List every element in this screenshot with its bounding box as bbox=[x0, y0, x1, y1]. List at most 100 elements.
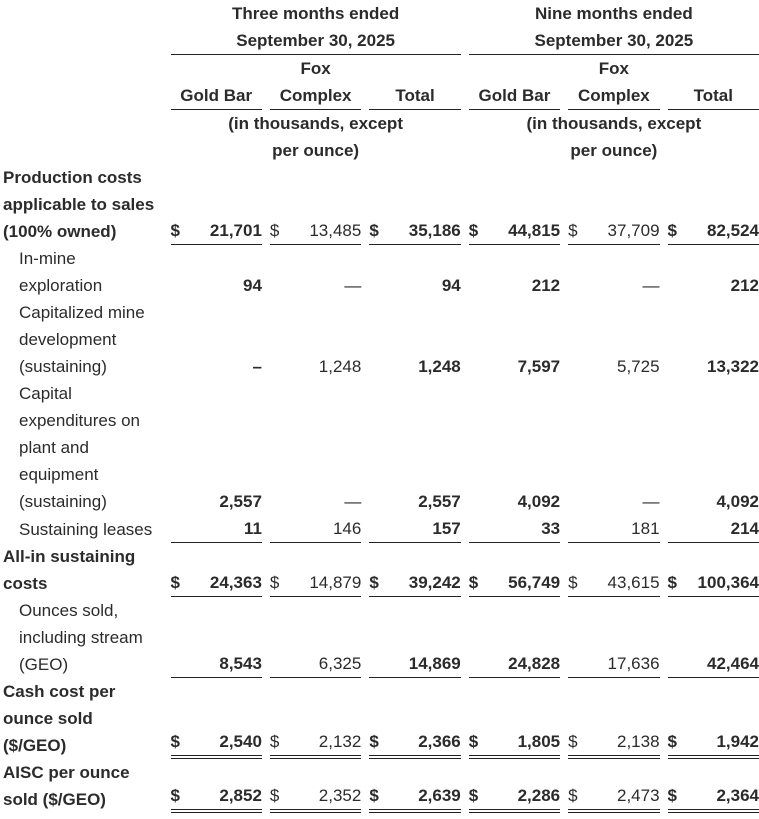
value-cell: $2,352 bbox=[269, 759, 362, 813]
value: 4,092 bbox=[716, 492, 759, 511]
currency-symbol: $ bbox=[667, 786, 678, 805]
value-wrap: 13,322 bbox=[668, 353, 759, 380]
currency-symbol: $ bbox=[170, 221, 180, 240]
value-wrap: $2,473 bbox=[568, 782, 659, 809]
currency-symbol: $ bbox=[170, 573, 180, 592]
value-cell: 8,543 bbox=[170, 597, 262, 678]
row-label-line: Ounces sold, bbox=[19, 601, 119, 620]
value: 1,248 bbox=[318, 357, 362, 376]
value-cell: $37,709 bbox=[568, 164, 660, 245]
value: 1,942 bbox=[716, 732, 759, 751]
currency-symbol: $ bbox=[667, 573, 678, 592]
value-wrap: $44,815 bbox=[469, 217, 560, 244]
row-label-line: In-mine bbox=[19, 249, 76, 268]
value-cell: $2,286 bbox=[468, 759, 561, 813]
value-wrap: $24,363 bbox=[171, 569, 262, 596]
value: 2,540 bbox=[219, 732, 262, 751]
value: 14,879 bbox=[309, 573, 362, 592]
value-cell: $2,473 bbox=[568, 759, 660, 813]
row-label-line: development bbox=[19, 330, 117, 349]
value: 2,138 bbox=[617, 732, 660, 751]
value-wrap: $2,639 bbox=[369, 782, 460, 809]
value: 82,524 bbox=[707, 221, 759, 240]
period-header: Three months ended September 30, 2025 bbox=[170, 0, 461, 55]
value-cell: 214 bbox=[667, 515, 759, 543]
column-header-line1: Fox bbox=[300, 59, 331, 78]
value-cell: — bbox=[270, 245, 361, 299]
value: 2,286 bbox=[517, 786, 561, 805]
row-label-line: expenditures on bbox=[19, 411, 140, 430]
period-title: Nine months ended bbox=[535, 4, 693, 23]
value-wrap: $2,352 bbox=[270, 782, 361, 809]
value-cell: $24,363 bbox=[170, 543, 262, 597]
value: 2,366 bbox=[418, 732, 461, 751]
row-label-line: AISC per ounce bbox=[3, 763, 130, 782]
value-cell: $2,639 bbox=[369, 759, 461, 813]
row-label: In-mine exploration bbox=[0, 245, 163, 299]
row-label-line: (GEO) bbox=[19, 655, 69, 674]
value-wrap: 94 bbox=[369, 272, 461, 299]
row-label-line: All-in sustaining bbox=[3, 547, 136, 566]
value-wrap: 4,092 bbox=[469, 488, 561, 515]
currency-symbol: $ bbox=[468, 732, 479, 751]
value: 43,615 bbox=[607, 573, 660, 592]
row-label-line: Production costs bbox=[3, 168, 142, 187]
row-label: Capital expenditures on plant and equipment… bbox=[0, 380, 163, 515]
row-label: Ounces sold, including stream (GEO) bbox=[0, 597, 163, 678]
value: 2,852 bbox=[219, 786, 262, 805]
table-row: In-mine exploration 94 — 94 212 — 212 bbox=[0, 245, 759, 299]
column-header-line1 bbox=[668, 55, 759, 82]
value: 35,186 bbox=[408, 221, 461, 240]
period-date: September 30, 2025 bbox=[534, 31, 694, 50]
value-wrap: — bbox=[270, 272, 361, 299]
value-wrap: — bbox=[568, 488, 660, 515]
value-wrap: $21,701 bbox=[171, 217, 262, 244]
value-wrap: 11 bbox=[171, 515, 262, 542]
value-wrap: 94 bbox=[171, 272, 262, 299]
value-cell: 17,636 bbox=[568, 597, 660, 678]
row-label: Production costs applicable to sales (100%… bbox=[0, 164, 163, 245]
value-wrap: 212 bbox=[469, 272, 560, 299]
period-header: Nine months ended September 30, 2025 bbox=[468, 0, 759, 55]
value-cell: $2,540 bbox=[170, 678, 262, 759]
value: 24,828 bbox=[508, 654, 561, 673]
row-label-line: ounce sold bbox=[3, 709, 93, 728]
currency-symbol: $ bbox=[269, 732, 280, 751]
column-header: Total bbox=[667, 55, 759, 110]
value-cell: $2,852 bbox=[170, 759, 262, 813]
value-wrap: – bbox=[171, 353, 261, 380]
currency-symbol: $ bbox=[667, 732, 678, 751]
currency-symbol: $ bbox=[269, 786, 280, 805]
table-row: Cash cost per ounce sold ($/GEO) $2,540 $2,1… bbox=[0, 678, 759, 759]
value-cell: 212 bbox=[469, 245, 560, 299]
row-label-line: applicable to sales bbox=[3, 195, 155, 214]
value: 14,869 bbox=[408, 654, 461, 673]
value-wrap: — bbox=[270, 488, 361, 515]
value-cell: $2,138 bbox=[568, 678, 660, 759]
table-row: Ounces sold, including stream (GEO) 8,543 6,… bbox=[0, 597, 759, 678]
column-header-line2: Gold Bar bbox=[180, 86, 253, 105]
value-wrap: 2,557 bbox=[171, 488, 262, 515]
value-cell: $2,364 bbox=[667, 759, 759, 813]
currency-symbol: $ bbox=[369, 221, 379, 240]
value: 13,322 bbox=[707, 357, 759, 376]
value-wrap: 17,636 bbox=[568, 650, 660, 677]
row-label-line: Cash cost per bbox=[3, 682, 116, 701]
value: 1,805 bbox=[517, 732, 561, 751]
value-wrap: 5,725 bbox=[568, 353, 660, 380]
value-wrap: 146 bbox=[270, 515, 361, 542]
units-note: (in thousands, except per ounce) bbox=[469, 110, 759, 164]
blank bbox=[0, 0, 163, 55]
value: — bbox=[344, 492, 362, 511]
value-cell: $35,186 bbox=[369, 164, 461, 245]
value: 8,543 bbox=[219, 654, 262, 673]
value-cell: $44,815 bbox=[468, 164, 561, 245]
row-label: Capitalized mine development (sustaining) bbox=[0, 299, 163, 380]
value: — bbox=[642, 492, 660, 511]
row-label-line: ($/GEO) bbox=[3, 736, 67, 755]
value-cell: $39,242 bbox=[369, 543, 461, 597]
value-wrap: 4,092 bbox=[668, 488, 759, 515]
value: 2,557 bbox=[418, 492, 461, 511]
value-wrap: $35,186 bbox=[369, 217, 460, 244]
column-header-line1 bbox=[369, 55, 460, 82]
